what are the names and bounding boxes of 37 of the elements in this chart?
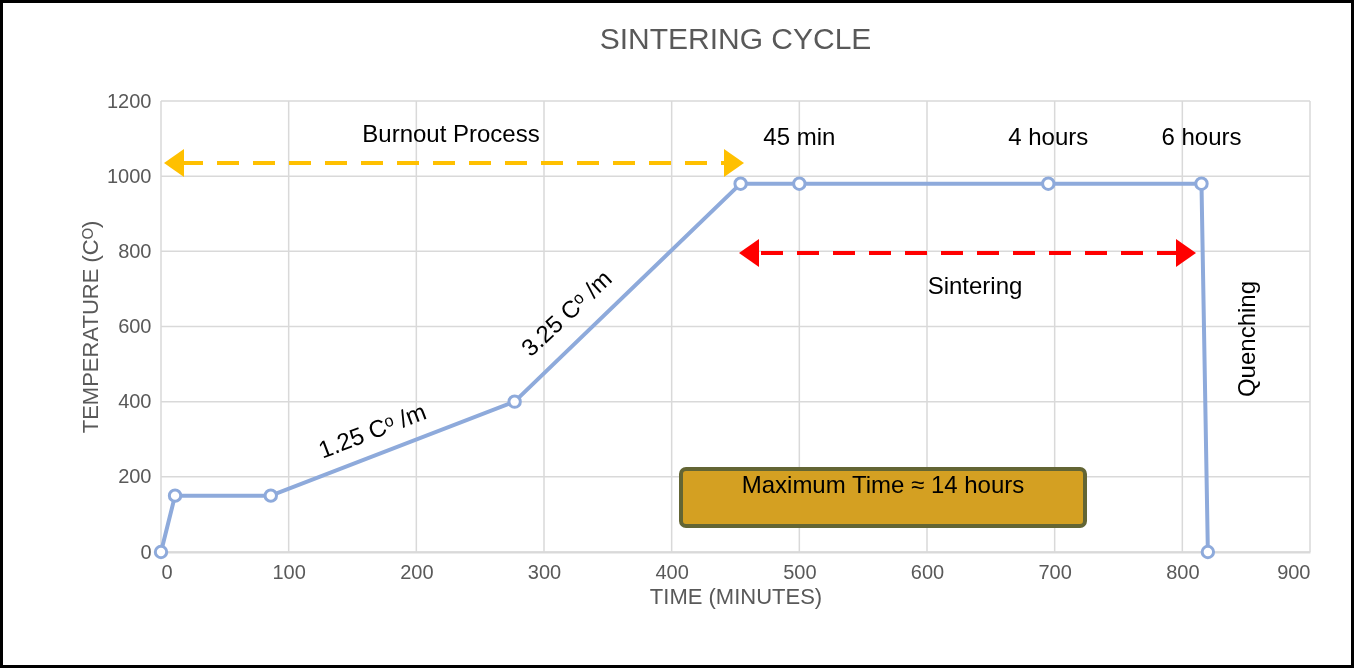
- x-tick-label: 600: [910, 560, 945, 583]
- x-axis-title: TIME (MINUTES): [649, 583, 823, 609]
- x-tick-label: 700: [1038, 560, 1072, 583]
- point: [1200, 544, 1216, 560]
- y-tick-label: 600: [118, 315, 152, 337]
- point: [263, 488, 278, 503]
- y-tick-label: 800: [118, 239, 152, 262]
- annotation: Quenching: [1233, 280, 1260, 398]
- y-tick-label: 200: [118, 465, 152, 488]
- x-tick-label: 200: [400, 560, 434, 583]
- point: [507, 394, 522, 409]
- point: [733, 176, 748, 191]
- y-tick-label: 1200: [107, 89, 152, 112]
- chart-title: SINTERING CYCLE: [599, 22, 872, 55]
- y-tick-label: 1000: [107, 164, 152, 187]
- annotation: Maximum Time ≈ 14 hours: [740, 471, 1026, 500]
- y-axis-title: TEMPERATURE (Cᴼ): [78, 220, 104, 434]
- point: [792, 176, 807, 191]
- x-tick-label: 400: [655, 560, 689, 583]
- point: [1041, 176, 1056, 191]
- annotation: 6 hours: [1161, 122, 1242, 150]
- annotation: 1.25 Cᵒ /m: [314, 397, 430, 464]
- x-tick-label: 800: [1166, 560, 1200, 583]
- x-tick-label: 300: [527, 560, 562, 583]
- annotation: 4 hours: [1008, 122, 1089, 150]
- point: [1194, 176, 1209, 191]
- point: [153, 544, 169, 560]
- x-tick-label: 500: [783, 560, 817, 583]
- annotation: Burnout Process: [362, 120, 540, 147]
- annotation: Sintering: [927, 272, 1023, 299]
- y-tick-label: 400: [118, 390, 152, 413]
- x-tick-label: 900: [1277, 560, 1311, 583]
- y-tick-label: 0: [140, 540, 152, 563]
- annotation: 45 min: [763, 122, 836, 150]
- x-tick-label: 0: [161, 560, 173, 583]
- x-tick-label: 100: [272, 560, 306, 583]
- point: [167, 488, 183, 503]
